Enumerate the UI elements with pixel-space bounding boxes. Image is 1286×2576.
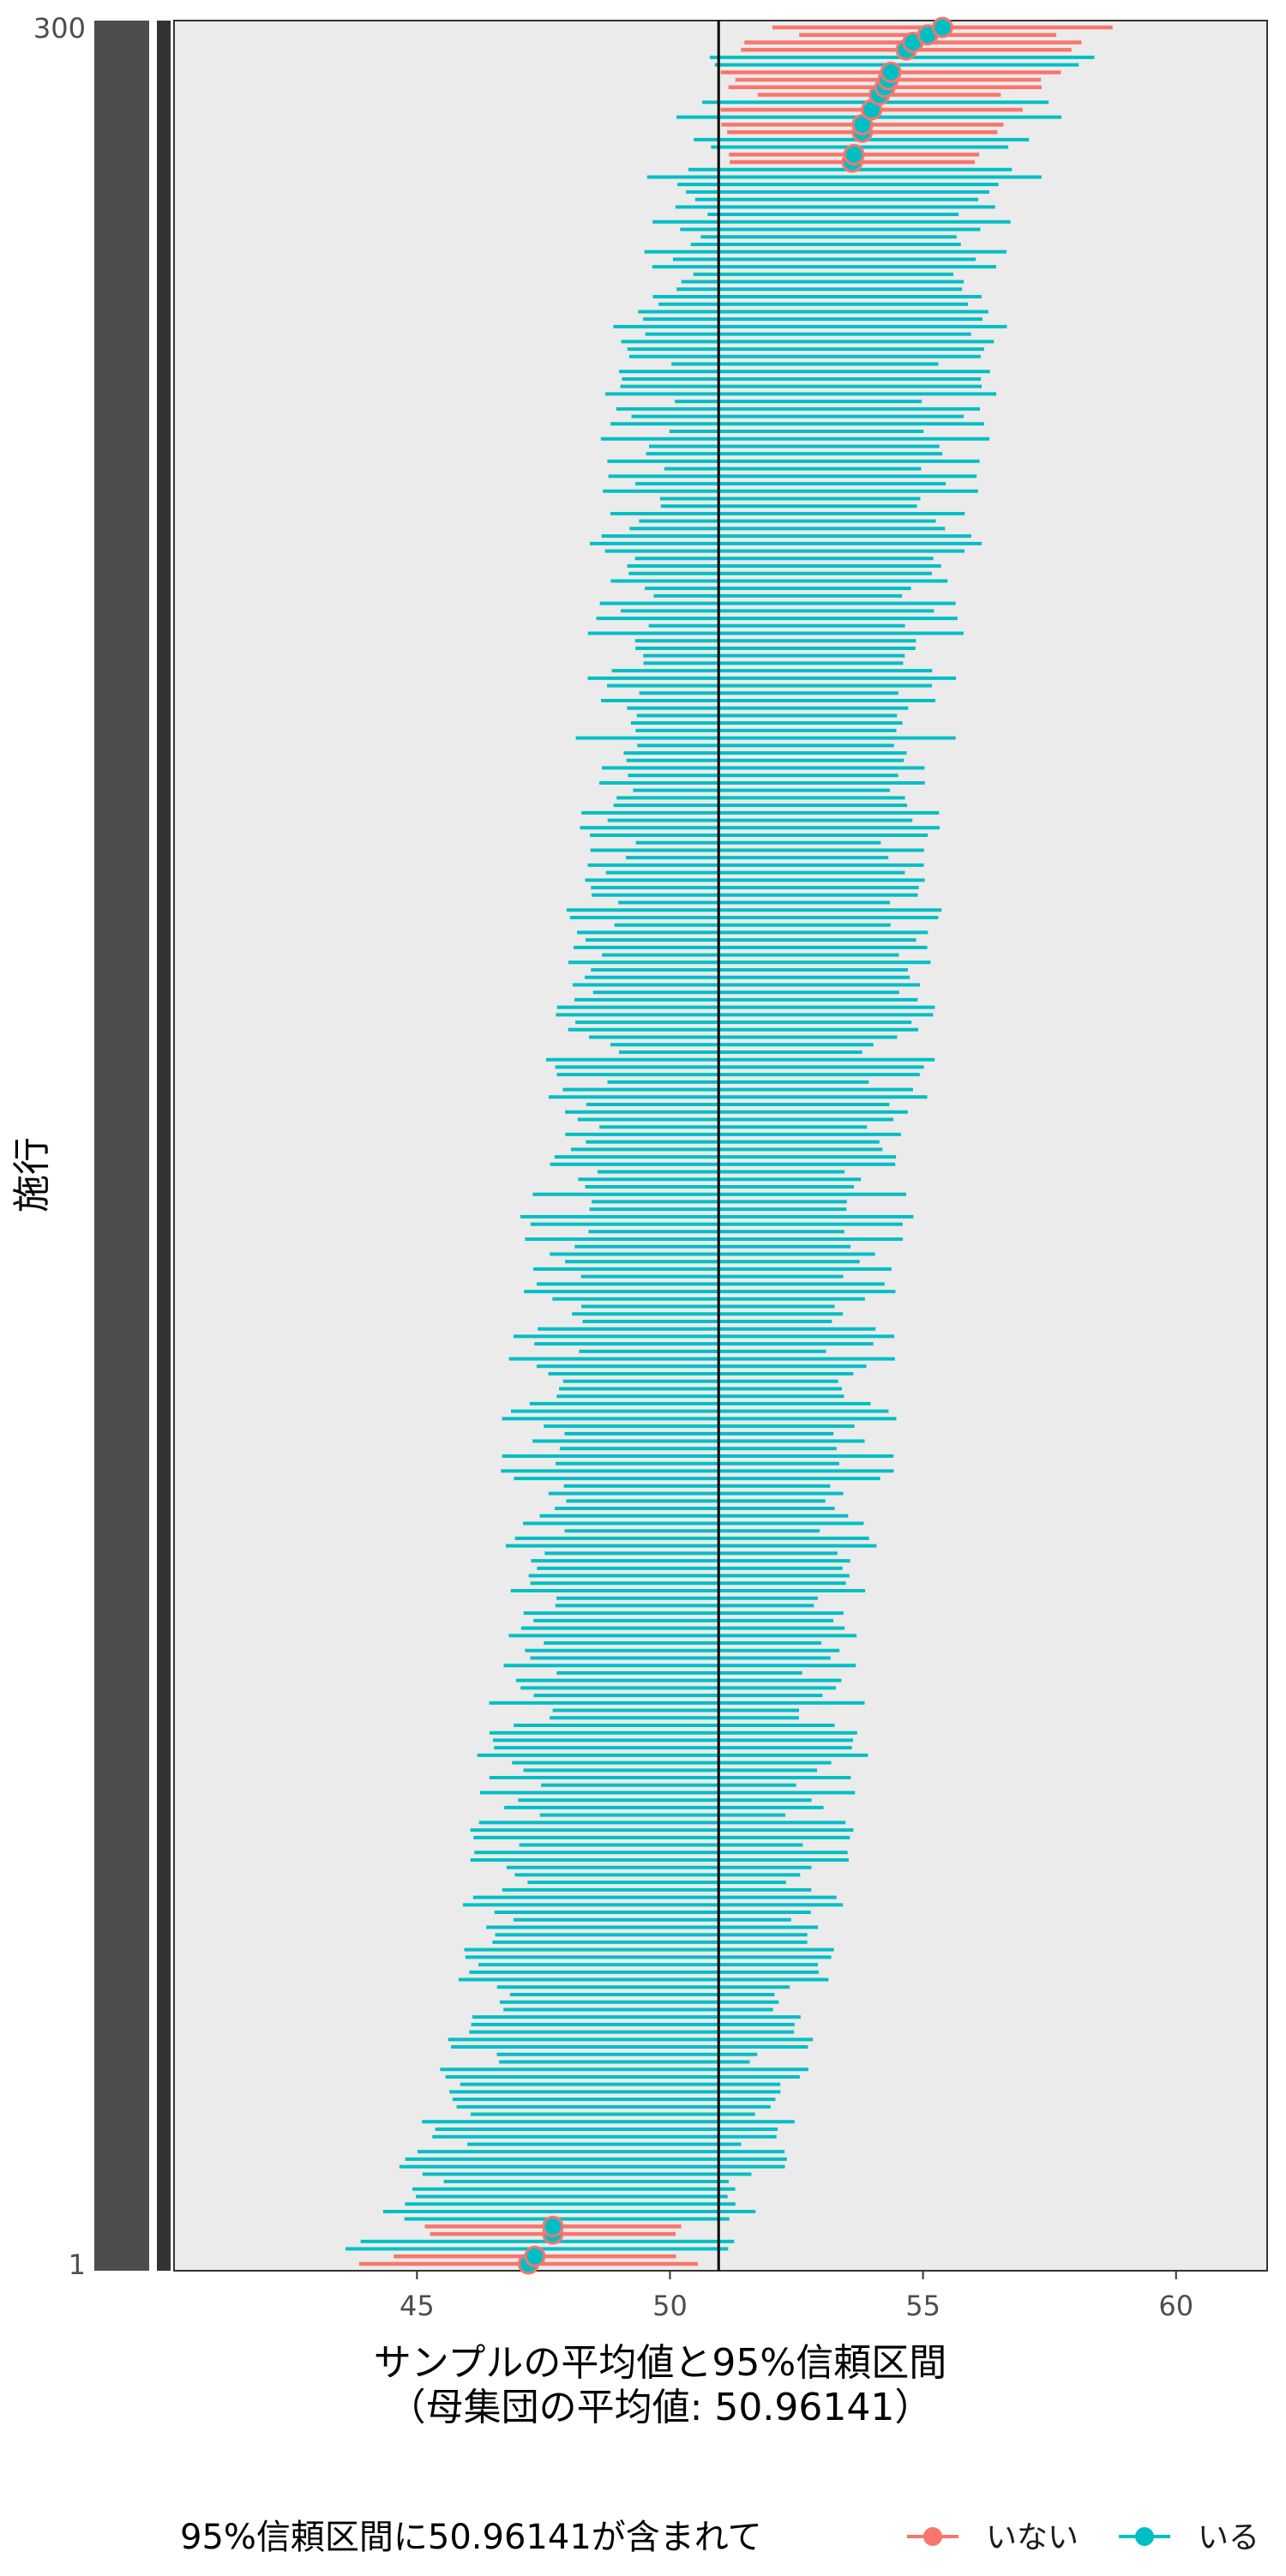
mean-points-layer <box>517 16 953 2275</box>
y-tick-marks <box>157 21 171 2271</box>
x-tick-label: 55 <box>905 2290 940 2322</box>
legend-item-label: いない <box>986 2520 1079 2555</box>
x-tick-label: 50 <box>652 2290 688 2322</box>
legend-key-point <box>1135 2527 1154 2546</box>
x-tick-label: 45 <box>400 2290 435 2322</box>
mean-point <box>524 2245 546 2267</box>
mean-point <box>542 2215 564 2237</box>
y-tick-label-first: 1 <box>69 2248 86 2281</box>
y-axis-title: 施行 <box>10 1137 54 1213</box>
legend-key-point <box>923 2527 942 2546</box>
legend: 95%信頼区間に50.96141が含まれて いない いる <box>180 2518 1259 2557</box>
mean-point <box>931 16 953 39</box>
axes-layer: 45 50 55 60 1 300 <box>33 12 1193 2322</box>
x-axis-title-line-1: サンプルの平均値と95%信頼区間 <box>374 2341 946 2385</box>
legend-item-label: いる <box>1198 2520 1259 2555</box>
x-axis-title-line-2: （母集団の平均値: 50.96141） <box>388 2386 933 2429</box>
mean-point <box>880 61 902 83</box>
y-tick-labels-overlap <box>94 21 149 2271</box>
y-tick-label-last: 300 <box>33 12 86 45</box>
mean-point <box>851 113 874 135</box>
x-tick-label: 60 <box>1158 2290 1193 2322</box>
legend-title: 95%信頼区間に50.96141が含まれて <box>180 2518 762 2557</box>
ci-bars-layer <box>345 25 1113 2266</box>
mean-point <box>843 143 865 166</box>
